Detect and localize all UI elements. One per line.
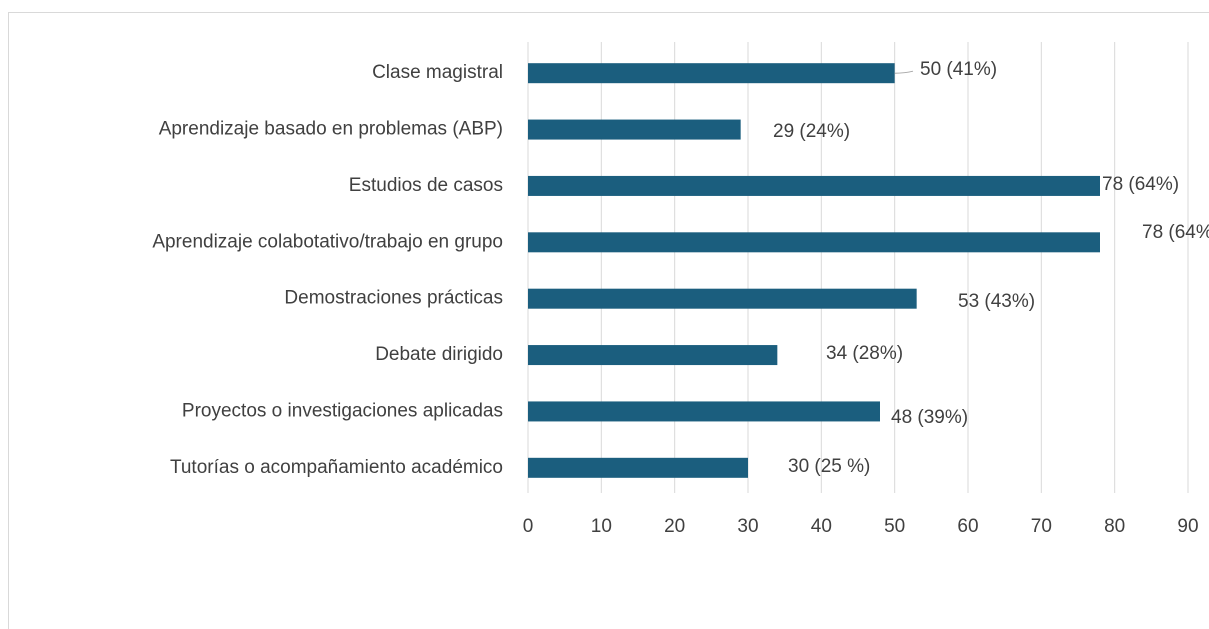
value-label: 53 (43%) — [958, 291, 1035, 312]
bar — [528, 288, 917, 309]
x-tick-label: 40 — [811, 516, 832, 537]
y-tick-label: Tutorías o acompañamiento académico — [170, 457, 503, 478]
x-tick-label: 50 — [884, 516, 905, 537]
chart-frame — [8, 12, 1209, 629]
value-label: 29 (24%) — [773, 121, 850, 142]
x-tick-label: 60 — [957, 516, 978, 537]
x-tick-label: 70 — [1031, 516, 1052, 537]
x-tick-label: 10 — [591, 516, 612, 537]
y-tick-label: Clase magistral — [372, 62, 503, 83]
value-label: 78 (64%) — [1142, 222, 1209, 243]
bar — [528, 457, 748, 478]
bar — [528, 401, 880, 422]
y-tick-label: Debate dirigido — [375, 344, 503, 365]
y-tick-label: Estudios de casos — [349, 175, 503, 196]
value-label: 50 (41%) — [920, 59, 997, 80]
value-label: 30 (25 %) — [788, 456, 870, 477]
bar — [528, 63, 895, 84]
x-tick-label: 20 — [664, 516, 685, 537]
x-tick-label: 80 — [1104, 516, 1125, 537]
bar — [528, 345, 778, 366]
bar — [528, 119, 741, 140]
value-label: 48 (39%) — [891, 407, 968, 428]
y-tick-label: Proyectos o investigaciones aplicadas — [182, 400, 503, 421]
value-label: 78 (64%) — [1102, 174, 1179, 195]
x-tick-label: 30 — [737, 516, 758, 537]
x-tick-label: 90 — [1177, 516, 1198, 537]
bar — [528, 175, 1100, 196]
value-label: 34 (28%) — [826, 343, 903, 364]
leader-line — [894, 70, 914, 74]
x-tick-label: 0 — [523, 516, 534, 537]
y-tick-label: Aprendizaje basado en problemas (ABP) — [159, 119, 503, 140]
y-tick-label: Aprendizaje colabotativo/trabajo en grup… — [152, 231, 503, 252]
y-tick-label: Demostraciones prácticas — [284, 288, 503, 309]
bar — [528, 232, 1100, 253]
